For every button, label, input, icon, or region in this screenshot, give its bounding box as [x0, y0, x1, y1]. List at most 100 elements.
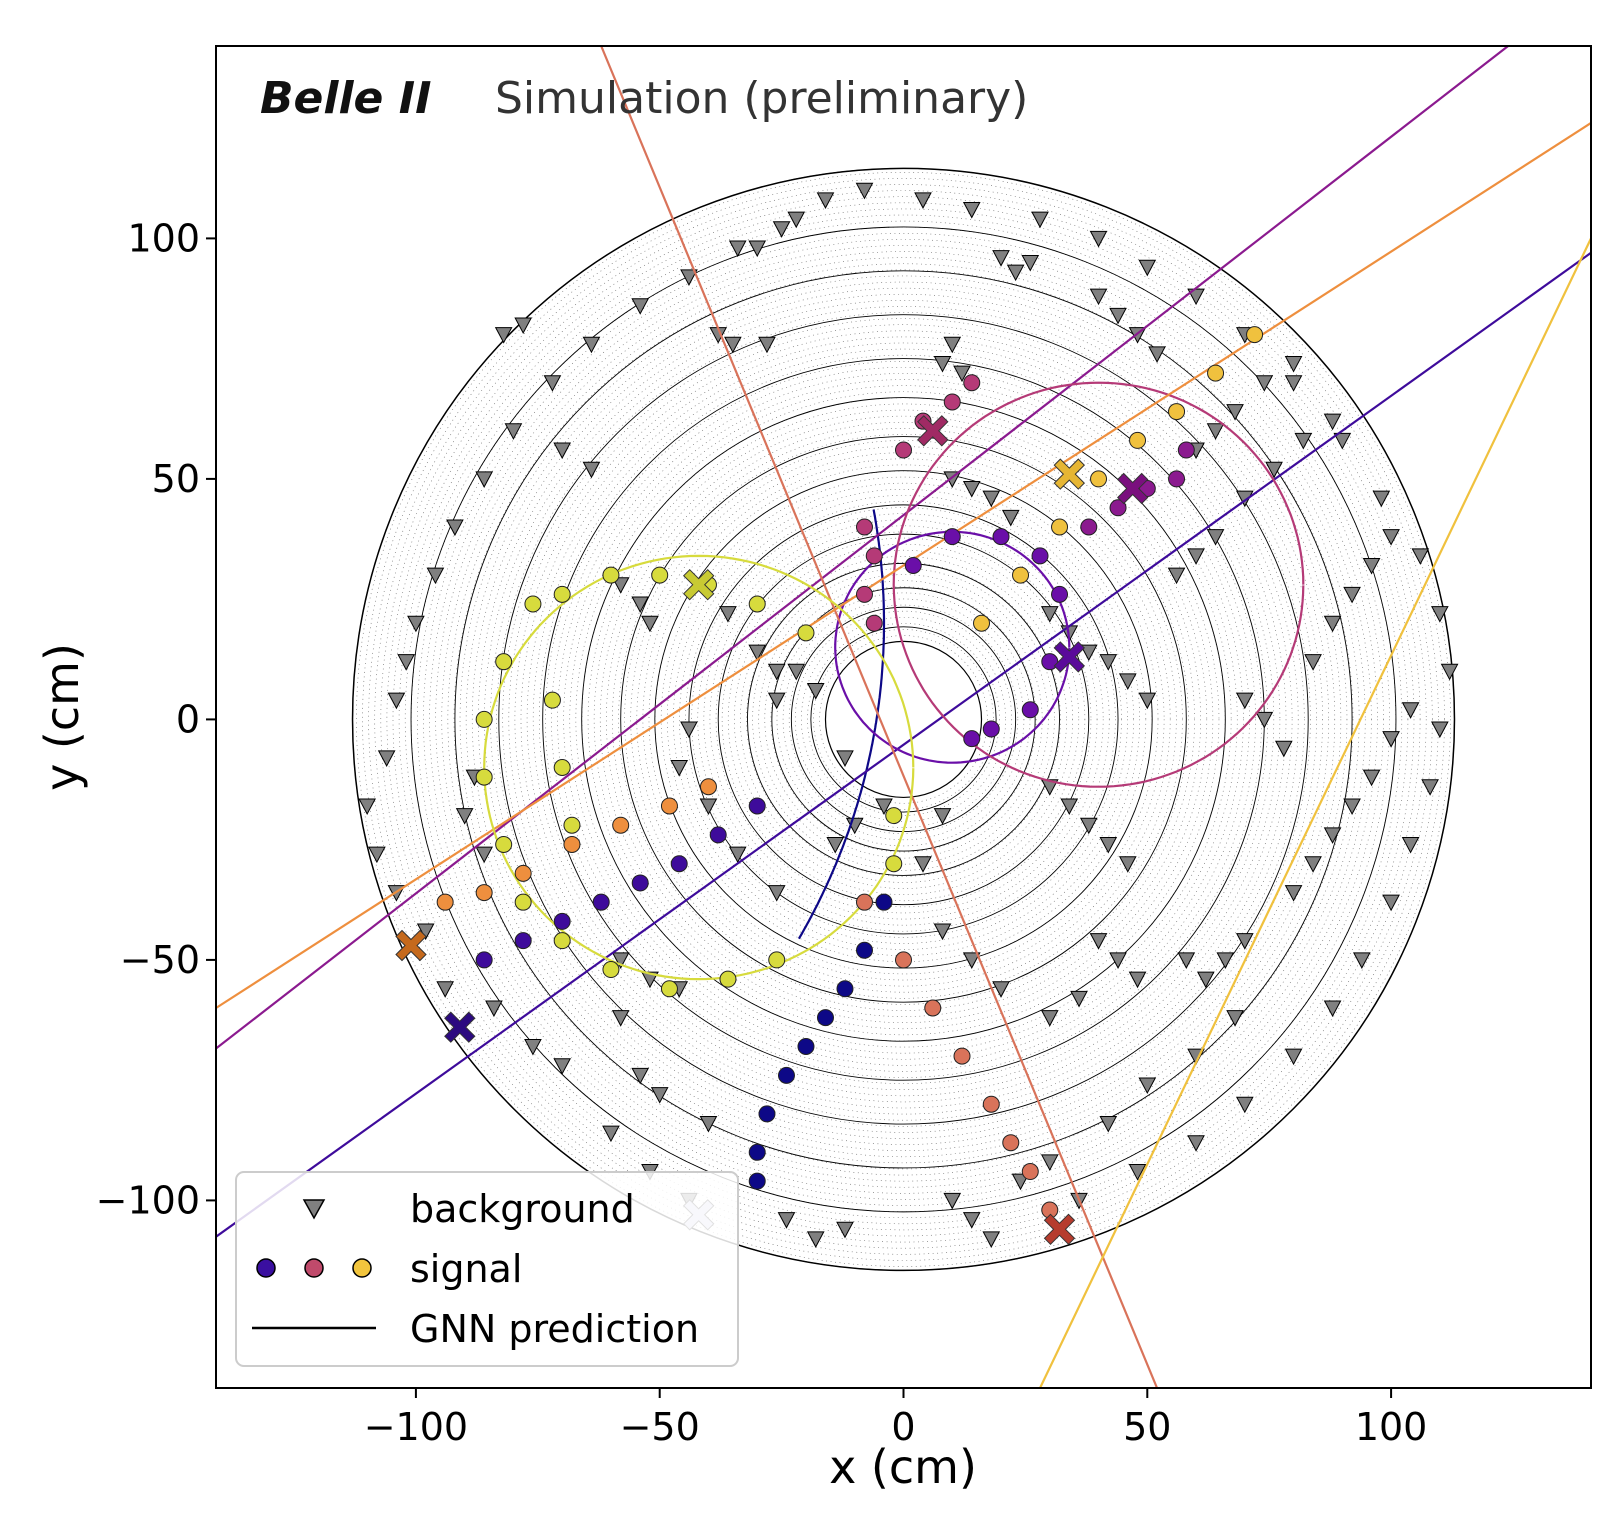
signal-hit: [855, 893, 873, 911]
signal-hit: [748, 1172, 766, 1190]
background-hit: [962, 1212, 981, 1229]
wire-layer: [770, 586, 1037, 853]
background-hit: [1284, 1048, 1303, 1066]
wire-layer: [557, 373, 1250, 1066]
signal-hit: [475, 884, 493, 902]
background-hit: [1128, 1164, 1147, 1181]
background-hit: [1167, 567, 1186, 585]
background-hit: [875, 798, 893, 816]
background-hit: [426, 567, 445, 585]
signal-hit: [953, 1047, 971, 1065]
background-hit: [719, 606, 737, 623]
wire-layer: [666, 482, 1141, 956]
signal-hit: [553, 932, 571, 950]
background-hit: [1177, 952, 1196, 969]
background-hit: [582, 336, 601, 354]
wire-layer: [593, 409, 1214, 1030]
background-hit: [1362, 557, 1381, 575]
background-hit: [1235, 933, 1254, 950]
wire-layer: [740, 556, 1067, 883]
signal-hit: [865, 547, 883, 565]
background-hit: [1304, 856, 1322, 873]
background-hit: [767, 885, 786, 902]
wire-layer: [447, 263, 1360, 1176]
background-hit: [1040, 779, 1059, 796]
background-hit: [1006, 264, 1025, 282]
background-hit: [1196, 971, 1215, 989]
wire-layer: [392, 208, 1415, 1231]
background-hit: [1431, 606, 1449, 623]
wire-layer: [624, 440, 1183, 999]
wire-layer: [727, 543, 1080, 895]
signal-hit: [563, 835, 581, 853]
background-hit: [787, 663, 806, 681]
origin-cross: [395, 929, 427, 962]
background-hit: [1011, 1173, 1030, 1191]
prediction-track: [797, 509, 886, 940]
signal-hit: [631, 874, 649, 892]
background-hit: [1099, 836, 1118, 854]
background-hit: [836, 750, 854, 767]
signal-hit: [777, 1066, 795, 1084]
background-hit: [1372, 490, 1391, 508]
legend-box: [235, 1171, 739, 1367]
background-hit: [1079, 644, 1098, 662]
x-tick-label: −100: [364, 1405, 468, 1449]
signal-hit: [748, 1143, 766, 1161]
background-hit: [724, 336, 742, 354]
wire-layer: [551, 367, 1256, 1072]
wire-layer: [380, 196, 1427, 1243]
background-hit: [1040, 606, 1059, 623]
y-tick-label: −100: [96, 1178, 200, 1222]
prediction-track: [892, 381, 1305, 788]
origin-cross: [682, 568, 715, 601]
background-hit: [543, 375, 562, 392]
background-hit: [1226, 1010, 1244, 1027]
background-hit: [1138, 1077, 1157, 1095]
wire-layer: [471, 287, 1336, 1151]
signal-hit: [1129, 431, 1147, 449]
wire-layer: [423, 239, 1384, 1200]
background-hit: [1440, 663, 1459, 681]
background-hit: [1031, 211, 1049, 229]
signal-hit: [963, 730, 981, 748]
background-hit: [494, 327, 513, 344]
background-hit: [1118, 673, 1137, 690]
background-hit: [455, 808, 474, 825]
plot-layer: [216, 46, 1591, 1388]
prediction-track: [483, 554, 915, 981]
signal-hit: [670, 855, 688, 873]
background-hit: [1401, 836, 1420, 854]
origin-cross: [444, 1011, 476, 1043]
y-tick-label: 0: [176, 697, 200, 741]
background-hit: [1411, 548, 1430, 565]
background-hit: [1216, 952, 1235, 969]
wire-layer: [685, 501, 1122, 938]
background-hit: [582, 461, 601, 479]
signal-hit: [563, 816, 581, 834]
wire-layer: [520, 336, 1287, 1103]
background-hit: [1138, 692, 1157, 710]
background-hit: [933, 355, 952, 373]
background-hit: [914, 856, 932, 873]
wire-layer: [794, 610, 1013, 828]
background-hit: [1353, 952, 1371, 969]
background-hit: [1109, 307, 1127, 325]
background-hit: [758, 336, 776, 354]
prediction-track: [600, 46, 1159, 1388]
axis-ticks: −100 −50 0 50 100 −100 −50 0 50 100: [96, 216, 1428, 1449]
background-hit: [1206, 423, 1225, 440]
wire-layer: [502, 318, 1305, 1121]
x-tick-label: −50: [620, 1405, 700, 1449]
signal-hit: [855, 518, 873, 536]
signal-hit: [758, 1105, 776, 1123]
background-hit: [772, 221, 791, 238]
signal-hit: [748, 797, 766, 815]
wire-layer: [801, 616, 1006, 822]
background-hit: [1431, 721, 1449, 739]
background-hit: [611, 1010, 630, 1027]
background-hit: [436, 981, 454, 998]
signal-hit: [885, 855, 903, 873]
background-hit: [1206, 529, 1225, 546]
background-hit: [1235, 692, 1254, 710]
